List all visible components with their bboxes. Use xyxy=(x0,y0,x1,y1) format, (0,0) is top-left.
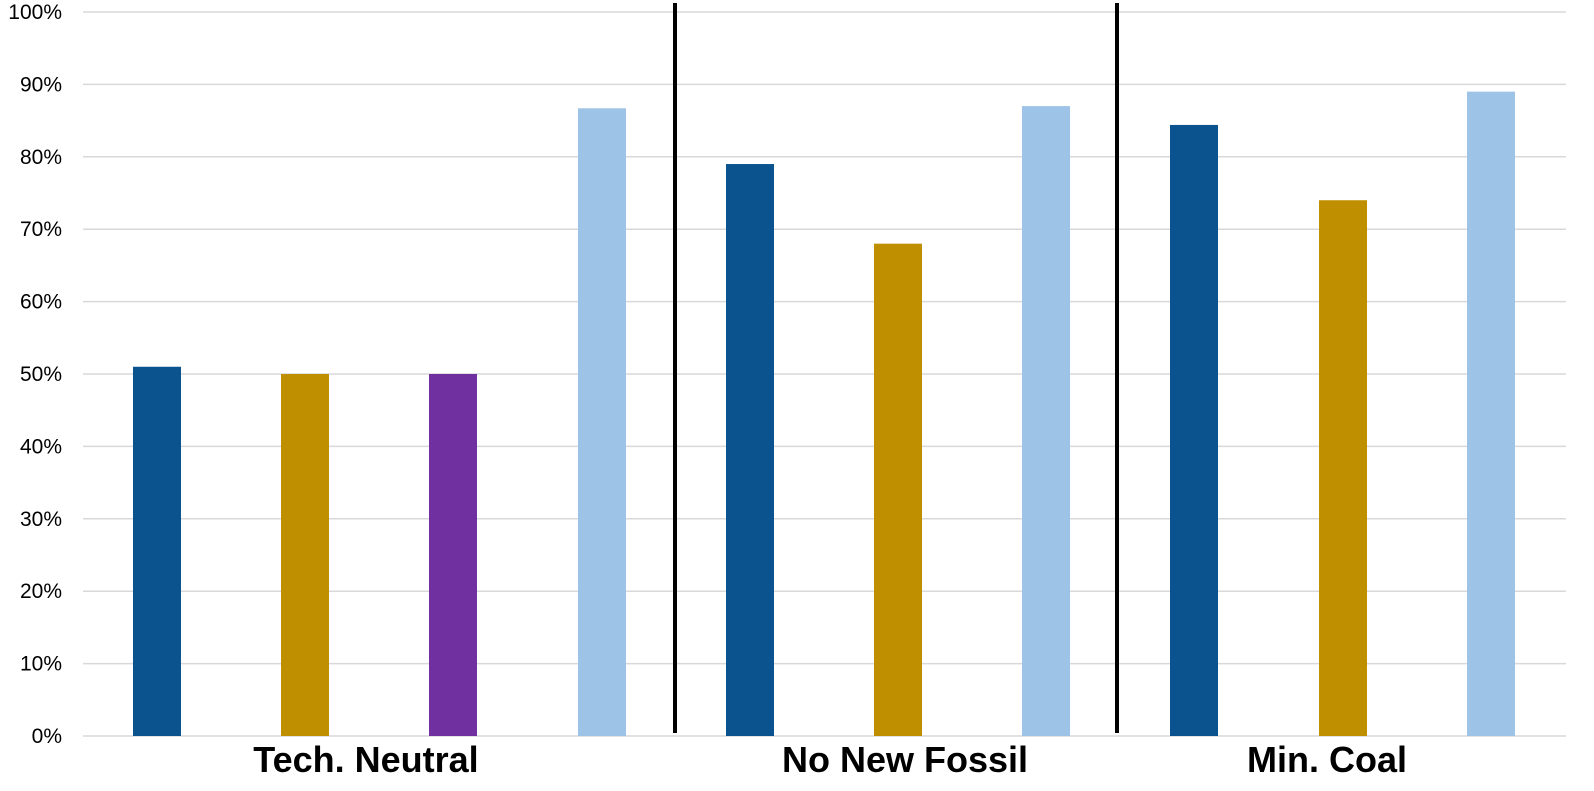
bar xyxy=(1467,91,1515,736)
y-tick-label: 70% xyxy=(20,218,62,241)
y-tick-label: 60% xyxy=(20,291,62,314)
y-tick-label: 0% xyxy=(32,725,62,748)
y-tick-label: 40% xyxy=(20,435,62,458)
y-tick-label: 30% xyxy=(20,508,62,531)
y-tick-label: 100% xyxy=(8,1,62,24)
bar xyxy=(133,366,181,736)
y-tick-label: 50% xyxy=(20,363,62,386)
group-label: Tech. Neutral xyxy=(253,739,478,780)
bar xyxy=(874,243,922,736)
group-label: Min. Coal xyxy=(1247,739,1407,780)
gridlines xyxy=(83,11,1566,737)
bar xyxy=(1022,106,1070,737)
bar xyxy=(429,374,477,736)
group-label: No New Fossil xyxy=(782,739,1028,780)
y-tick-label: 20% xyxy=(20,580,62,603)
bar xyxy=(726,164,774,737)
y-tick-label: 80% xyxy=(20,146,62,169)
y-tick-label: 90% xyxy=(20,73,62,96)
bar xyxy=(1170,124,1218,737)
group-dividers xyxy=(673,3,1119,733)
bar xyxy=(1319,200,1367,737)
bar xyxy=(281,374,329,736)
group-labels: Tech. Neutral No New Fossil Min. Coal xyxy=(253,739,1407,780)
bar xyxy=(578,108,626,737)
y-axis-tick-labels: 0% 10% 20% 30% 40% 50% 60% 70% 80% 90% 100% xyxy=(8,1,62,748)
bars xyxy=(133,91,1515,737)
y-tick-label: 10% xyxy=(20,653,62,676)
